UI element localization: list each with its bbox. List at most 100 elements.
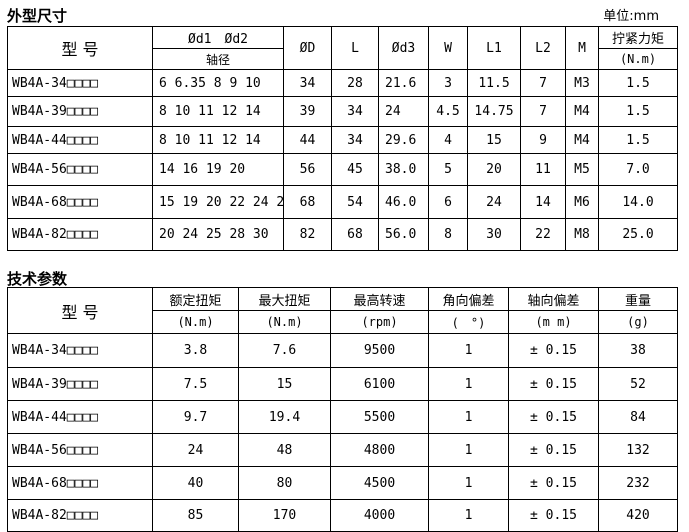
table-cell: 8 10 11 12 14 — [152, 126, 284, 154]
table-cell: 24 — [152, 433, 239, 467]
table-cell: 20 — [467, 153, 521, 186]
table-row: WB4A-34□□□□ 6 6.35 8 9 10 34 28 21.6 3 11.5 7 M3… — [7, 69, 678, 97]
table-row: WB4A-68□□□□ 40 80 4500 1 ± 0.15 232 — [7, 466, 678, 500]
header-torque: 拧紧力矩 — [598, 26, 678, 49]
table-cell: 5500 — [330, 400, 429, 434]
table-row: WB4A-56□□□□ 14 16 19 20 56 45 38.0 5 20 11 M5 7.0 — [7, 153, 678, 186]
table-cell: 14.0 — [598, 185, 678, 219]
table-cell: 56.0 — [378, 218, 429, 251]
table-cell: 19.4 — [238, 400, 331, 434]
tech-title: 技术参数 — [7, 270, 68, 288]
tech-header-max-speed: 最高转速 — [330, 287, 429, 311]
table-cell: 21.6 — [378, 69, 429, 97]
table-cell: 38 — [598, 333, 678, 368]
table-cell: 8 10 11 12 14 — [152, 96, 284, 127]
table-cell: 7.5 — [152, 367, 239, 401]
table-cell: ± 0.15 — [508, 499, 599, 532]
table-cell: 30 — [467, 218, 521, 251]
table-cell: 3 — [428, 69, 468, 97]
table-cell: 11 — [520, 153, 566, 186]
table-cell: 24 — [378, 96, 429, 127]
table-cell: M6 — [565, 185, 599, 219]
tech-header-angular: 角向偏差 — [428, 287, 509, 311]
table-cell: 9 — [520, 126, 566, 154]
table-cell: 54 — [331, 185, 379, 219]
header-torque-unit: (N.m) — [598, 48, 678, 70]
table-cell: 1.5 — [598, 126, 678, 154]
table-cell: M4 — [565, 96, 599, 127]
table-cell: 84 — [598, 400, 678, 434]
table-cell: 232 — [598, 466, 678, 500]
unit-max-torque: (N.m) — [238, 310, 331, 334]
table-cell: WB4A-56□□□□ — [7, 433, 153, 467]
table-cell: 39 — [283, 96, 332, 127]
table-cell: 48 — [238, 433, 331, 467]
table-cell: 6 6.35 8 9 10 — [152, 69, 284, 97]
dimensions-table: 型 号 Ød1 Ød2 ØD L Ød3 W L1 L2 M 拧紧力矩 轴径 (… — [7, 26, 678, 251]
table-cell: 6 — [428, 185, 468, 219]
table-cell: 1 — [428, 400, 509, 434]
unit-max-speed: (rpm) — [330, 310, 429, 334]
table-cell: 132 — [598, 433, 678, 467]
dimensions-title: 外型尺寸 — [7, 7, 68, 25]
table-cell: 80 — [238, 466, 331, 500]
table-row: WB4A-39□□□□ 7.5 15 6100 1 ± 0.15 52 — [7, 367, 678, 401]
table-cell: 68 — [331, 218, 379, 251]
tech-header-axial: 轴向偏差 — [508, 287, 599, 311]
header-W: W — [428, 26, 468, 70]
table-cell: 85 — [152, 499, 239, 532]
unit-angular: ( °) — [428, 310, 509, 334]
table-cell: 7 — [520, 69, 566, 97]
table-cell: 6100 — [330, 367, 429, 401]
table-cell: 8 — [428, 218, 468, 251]
table-cell: ± 0.15 — [508, 333, 599, 368]
header-shaft: 轴径 — [152, 48, 284, 70]
table-cell: 56 — [283, 153, 332, 186]
table-cell: 4000 — [330, 499, 429, 532]
table-row: WB4A-44□□□□ 8 10 11 12 14 44 34 29.6 4 15 9 M4 1.… — [7, 126, 678, 154]
table-cell: 7.6 — [238, 333, 331, 368]
table-cell: 24 — [467, 185, 521, 219]
table-cell: 52 — [598, 367, 678, 401]
tech-header-weight: 重量 — [598, 287, 678, 311]
header-d1-d2: Ød1 Ød2 — [152, 26, 284, 49]
table-cell: 7 — [520, 96, 566, 127]
table-cell: 34 — [331, 126, 379, 154]
table-cell: 3.8 — [152, 333, 239, 368]
table-cell: WB4A-44□□□□ — [7, 400, 153, 434]
table-cell: 15 — [467, 126, 521, 154]
table-cell: WB4A-44□□□□ — [7, 126, 153, 154]
table-row: WB4A-82□□□□ 20 24 25 28 30 82 68 56.0 8 30 22 M8… — [7, 218, 678, 251]
table-cell: 1.5 — [598, 69, 678, 97]
table-cell: 9.7 — [152, 400, 239, 434]
table-cell: 4.5 — [428, 96, 468, 127]
tech-header-model: 型 号 — [7, 287, 153, 334]
table-cell: 9500 — [330, 333, 429, 368]
tech-header-rated-torque: 额定扭矩 — [152, 287, 239, 311]
table-cell: WB4A-39□□□□ — [7, 367, 153, 401]
table-cell: 14 16 19 20 — [152, 153, 284, 186]
tech-header-max-torque: 最大扭矩 — [238, 287, 331, 311]
table-cell: 68 — [283, 185, 332, 219]
table-cell: 4 — [428, 126, 468, 154]
table-cell: 1 — [428, 466, 509, 500]
table-cell: ± 0.15 — [508, 466, 599, 500]
table-cell: 82 — [283, 218, 332, 251]
table-cell: M4 — [565, 126, 599, 154]
header-M: M — [565, 26, 599, 70]
table-cell: 45 — [331, 153, 379, 186]
header-L: L — [331, 26, 379, 70]
table-cell: 29.6 — [378, 126, 429, 154]
table-cell: ± 0.15 — [508, 433, 599, 467]
table-cell: 14 — [520, 185, 566, 219]
header-D: ØD — [283, 26, 332, 70]
table-cell: WB4A-82□□□□ — [7, 499, 153, 532]
unit-rated-torque: (N.m) — [152, 310, 239, 334]
table-row: WB4A-34□□□□ 3.8 7.6 9500 1 ± 0.15 38 — [7, 333, 678, 368]
unit-weight: (g) — [598, 310, 678, 334]
table-row: WB4A-39□□□□ 8 10 11 12 14 39 34 24 4.5 14.75 7 M… — [7, 96, 678, 127]
table-cell: WB4A-82□□□□ — [7, 218, 153, 251]
table-row: WB4A-68□□□□ 15 19 20 22 24 25 68 54 46.0 6 24 1… — [7, 185, 678, 219]
table-cell: 5 — [428, 153, 468, 186]
table-cell: 1 — [428, 367, 509, 401]
